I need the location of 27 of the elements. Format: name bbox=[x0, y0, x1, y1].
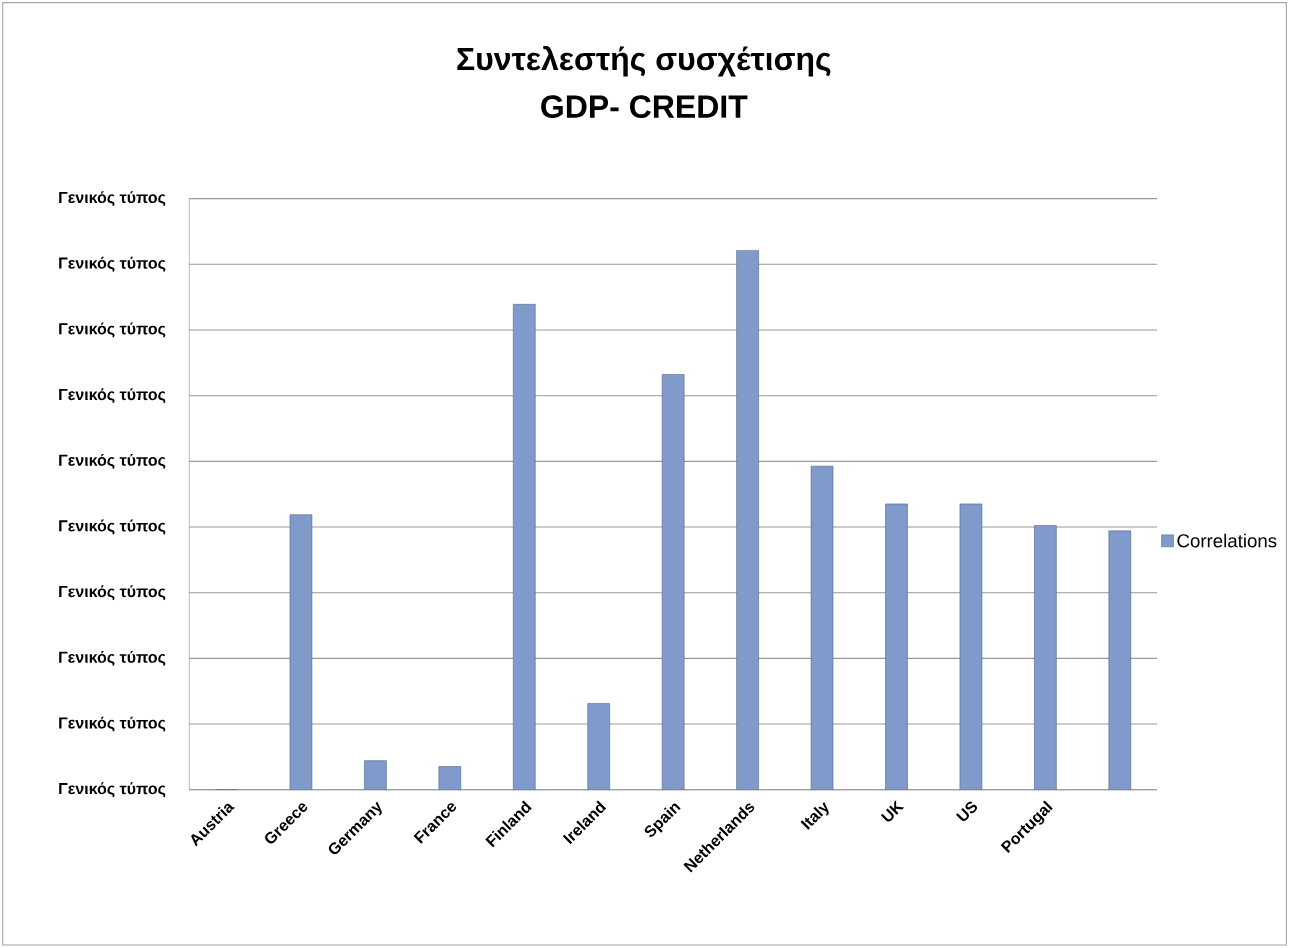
bar bbox=[438, 766, 462, 790]
text: Γενικός τύπος bbox=[59, 651, 166, 666]
text: Γενικός τύπος bbox=[59, 782, 166, 798]
x-tick-label: UK bbox=[880, 800, 905, 822]
text: Γενικός τύπος bbox=[59, 585, 166, 601]
text: Γενικός τύπος bbox=[59, 519, 166, 535]
chart-title: Συντελεστής συσχέτισης bbox=[457, 46, 831, 77]
bar bbox=[885, 503, 908, 790]
text: Γενικός τύπος bbox=[59, 191, 166, 207]
bar bbox=[1034, 525, 1057, 790]
text: Γενικός τύπος bbox=[59, 454, 166, 469]
bar bbox=[289, 514, 313, 790]
x-tick-label: US bbox=[956, 801, 978, 822]
bar bbox=[1108, 530, 1132, 790]
bar bbox=[364, 760, 387, 790]
bar bbox=[587, 703, 610, 790]
text: Γενικός τύπος bbox=[59, 388, 166, 404]
bar bbox=[810, 465, 834, 790]
text: Γενικός τύπος bbox=[59, 716, 166, 732]
text: Γενικός τύπος bbox=[59, 256, 166, 272]
bar bbox=[661, 374, 685, 790]
chart-subtitle: GDP- CREDIT bbox=[541, 95, 748, 119]
legend-label: Correlations bbox=[1177, 533, 1277, 548]
bar bbox=[513, 304, 536, 790]
bar bbox=[959, 503, 983, 790]
bar bbox=[736, 250, 759, 790]
text: Γενικός τύπος bbox=[59, 322, 166, 338]
